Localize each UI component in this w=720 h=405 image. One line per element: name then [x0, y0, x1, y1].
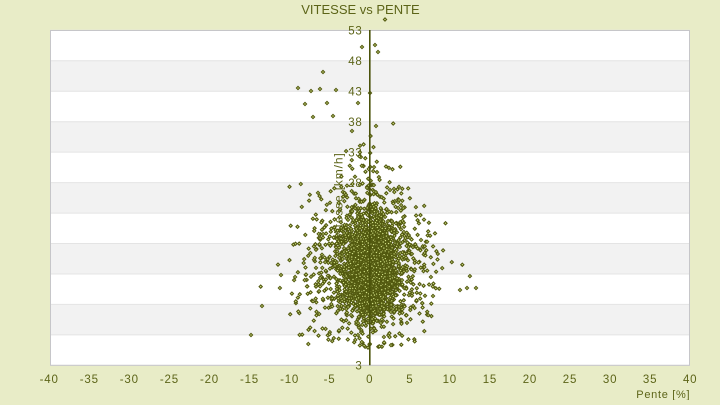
svg-text:43: 43	[348, 86, 362, 98]
svg-text:VITESSE vs PENTE: VITESSE vs PENTE	[301, 2, 420, 17]
svg-text:-30: -30	[120, 374, 139, 386]
svg-text:28: 28	[348, 178, 362, 190]
svg-text:40: 40	[683, 374, 697, 386]
svg-text:-25: -25	[160, 374, 179, 386]
svg-text:-40: -40	[40, 374, 59, 386]
svg-text:-35: -35	[80, 374, 99, 386]
svg-text:Pente [%]: Pente [%]	[636, 389, 690, 400]
svg-text:-20: -20	[200, 374, 219, 386]
svg-text:20: 20	[523, 374, 537, 386]
svg-text:38: 38	[348, 117, 362, 129]
svg-text:53: 53	[348, 26, 362, 38]
svg-text:10: 10	[443, 374, 457, 386]
svg-text:25: 25	[563, 374, 577, 386]
svg-text:5: 5	[406, 374, 413, 386]
svg-text:48: 48	[348, 56, 362, 68]
svg-text:-5: -5	[324, 374, 336, 386]
svg-text:-15: -15	[240, 374, 259, 386]
svg-text:3: 3	[355, 361, 362, 373]
svg-text:30: 30	[603, 374, 617, 386]
svg-text:35: 35	[643, 374, 657, 386]
svg-text:-10: -10	[280, 374, 299, 386]
svg-text:15: 15	[483, 374, 497, 386]
svg-text:0: 0	[366, 374, 373, 386]
